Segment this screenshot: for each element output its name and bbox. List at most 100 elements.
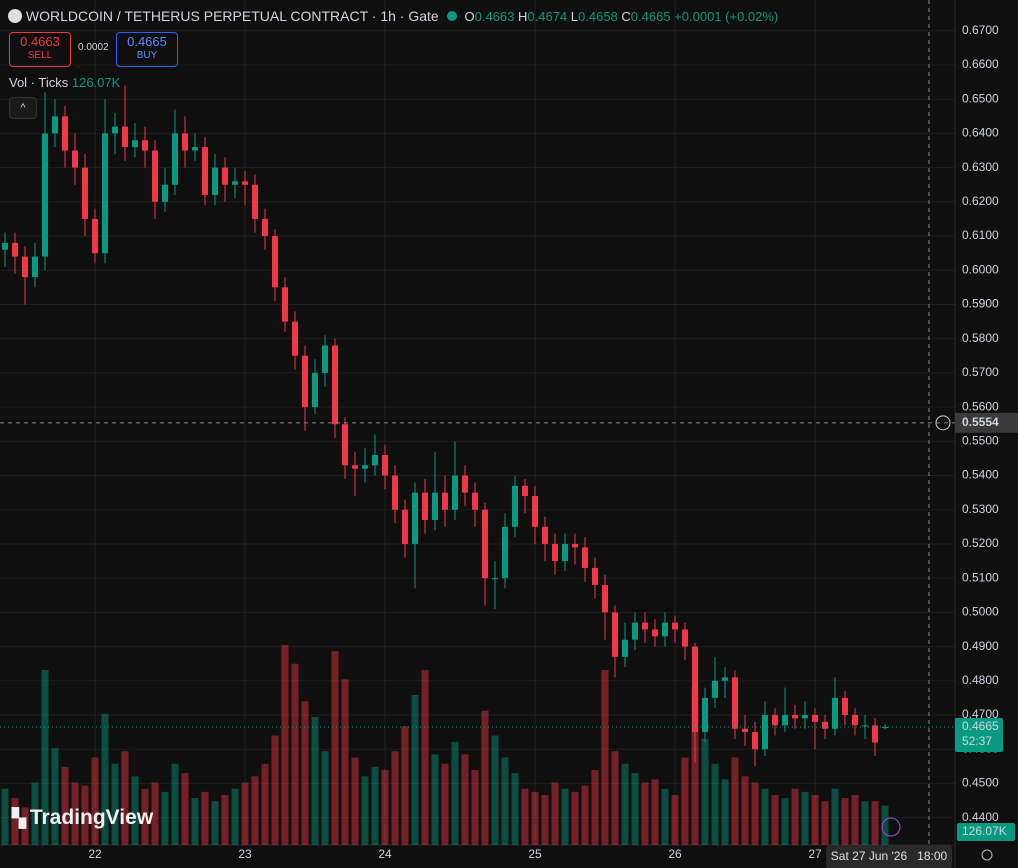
y-tick-label: 0.6700 [962, 23, 999, 37]
y-tick-label: 0.6100 [962, 228, 999, 242]
h-value: 0.4674 [527, 9, 568, 24]
ohlc: O0.4663 H0.4674 L0.4658 C0.4665 +0.0001 … [464, 9, 778, 24]
change: +0.0001 (+0.02%) [674, 9, 779, 24]
buy-button[interactable]: 0.4665 BUY [116, 32, 178, 67]
y-tick-label: 0.5900 [962, 297, 999, 311]
y-tick-label: 0.4400 [962, 810, 999, 824]
volume-bar [391, 751, 399, 845]
volume-bar [351, 757, 359, 845]
candle-body [412, 492, 418, 544]
volume-bar [411, 695, 419, 845]
c-value: 0.4665 [630, 9, 671, 24]
collapse-button[interactable]: ^ [9, 97, 37, 119]
volume-legend: Vol · Ticks 126.07K [9, 75, 120, 90]
candle-body [42, 133, 48, 257]
volume-bar [861, 801, 869, 845]
volume-bar [11, 798, 19, 845]
volume-bar [631, 773, 639, 845]
status-dot [446, 11, 457, 21]
buy-label: BUY [136, 50, 158, 61]
x-tick-label: 23 [238, 847, 252, 861]
volume-bar [701, 738, 709, 845]
volume-bar [491, 735, 499, 845]
volume-bar [791, 788, 799, 845]
candle-body [712, 680, 718, 698]
candle-body [502, 526, 508, 579]
candle-body [352, 465, 358, 469]
candle-body [602, 585, 608, 613]
candle-body [272, 236, 278, 288]
candle-body [592, 567, 598, 585]
candle-body [662, 622, 668, 637]
candle-body [432, 492, 438, 520]
symbol-bar: WORLDCOIN / TETHERUS PERPETUAL CONTRACT … [8, 8, 778, 24]
candle-body [632, 622, 638, 640]
candle-body [12, 242, 18, 257]
volume-bar [321, 751, 329, 845]
volume-bar [311, 716, 319, 845]
volume-bar [541, 795, 549, 845]
volume-bar [251, 776, 259, 845]
volume-bar [51, 748, 59, 845]
candle-body [852, 715, 858, 726]
volume-bar [241, 782, 249, 845]
candle-body [582, 547, 588, 568]
volume-bar [681, 757, 689, 845]
symbol: WORLDCOIN / TETHERUS PERPETUAL CONTRACT … [25, 8, 439, 24]
volume-bar [501, 757, 509, 845]
volume-bar [111, 763, 119, 845]
symbol-icon [8, 9, 22, 23]
volume-bar [431, 754, 439, 845]
crosshair-label-bg [955, 412, 1018, 433]
candle-body [422, 492, 428, 520]
volume-bar [731, 757, 739, 845]
volume-bar [381, 770, 389, 845]
y-tick-label: 0.6200 [962, 194, 999, 208]
y-tick-label: 0.4500 [962, 776, 999, 790]
last-price-bg [955, 717, 1003, 752]
volume-bar [851, 795, 859, 845]
candle-body [262, 218, 268, 237]
volume-bar [831, 788, 839, 845]
volume-bar [741, 776, 749, 845]
candle-body [372, 455, 378, 466]
candle-body [692, 646, 698, 733]
volume-bar [821, 801, 829, 845]
volume-bar [481, 710, 489, 845]
candle-body [232, 181, 238, 185]
volume-bar [141, 788, 149, 845]
volume-bar [521, 788, 529, 845]
candle-body [122, 126, 128, 148]
candle-body [782, 715, 788, 726]
y-tick-label: 0.5700 [962, 365, 999, 379]
volume-bar [881, 805, 889, 845]
candle-body [312, 372, 318, 408]
volume-bar [31, 782, 39, 845]
y-tick-label: 0.5600 [962, 399, 999, 413]
candle-body [392, 475, 398, 510]
candle-body [22, 256, 28, 278]
volume-bar [271, 735, 279, 845]
settings-button [981, 849, 993, 861]
x-tick-label: 27 [808, 847, 822, 861]
candle-body [572, 543, 578, 548]
y-tick-label: 0.4700 [962, 707, 999, 721]
candle-body [222, 167, 228, 185]
sell-button[interactable]: 0.4663 SELL [9, 32, 71, 67]
candle-body [202, 147, 208, 195]
volume-bar [751, 782, 759, 845]
volume-bar [161, 791, 169, 845]
volume-bar [201, 791, 209, 845]
volume-bar [401, 726, 409, 845]
candle-body [82, 167, 88, 219]
candle-body [192, 147, 198, 151]
volume-bar [421, 670, 429, 845]
volume-bar [211, 801, 219, 845]
volume-bar [781, 798, 789, 845]
candle-body [182, 133, 188, 151]
y-tick-label: 0.5500 [962, 433, 999, 447]
logo-text: TradingView [29, 806, 154, 829]
candle-body [152, 150, 158, 202]
volume-bar [651, 779, 659, 845]
